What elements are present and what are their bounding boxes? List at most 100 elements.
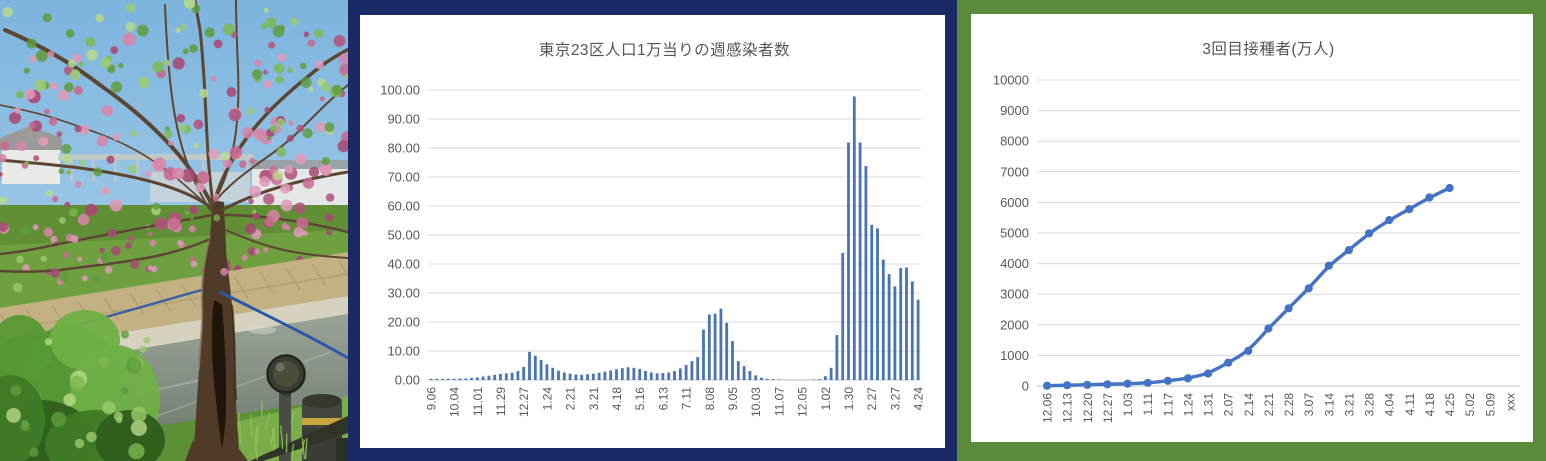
bar [760,377,763,380]
x-tick-label: 4.25 [1443,393,1457,417]
bar [829,367,833,380]
bar [748,371,752,380]
data-point [1284,304,1293,313]
y-tick-label: 80.00 [387,141,420,156]
bar [690,361,694,380]
bar [725,322,729,380]
x-tick-label: 12.06 [1041,393,1055,423]
bar [615,369,618,380]
y-tick-label: 10000 [993,73,1029,88]
bar [696,357,700,380]
x-tick-label: 4.18 [1423,393,1437,417]
bar [736,361,740,380]
x-tick-label: 4.04 [1383,393,1397,417]
bar [881,259,885,380]
y-tick-label: 70.00 [387,170,420,185]
x-tick-label: 11.07 [772,387,786,416]
infection-bar-chart: 100.00 90.00 80.00 70.00 60.00 50.00 40.00 30.0… [380,83,925,418]
bar [504,373,508,380]
bar [446,378,450,380]
guy-cable-right [219,290,348,360]
leaves-mid [0,143,111,293]
bar [435,378,439,380]
bar [719,308,723,380]
bar [562,372,566,380]
data-point [1445,183,1454,193]
x-tick-label: 6.13 [656,387,670,411]
x-tick-label: 11.29 [494,387,508,416]
bars [429,96,920,380]
x-tick-label: 11.01 [471,387,485,416]
bar [487,375,491,380]
booster-line-chart: 1000090008000700060005000400030002000100… [993,73,1520,423]
bar [667,372,671,380]
bar [516,371,520,380]
bar [684,364,688,380]
infection-chart-panel: 東京23区人口1万当りの週感染者数 100.00 90.00 80.00 70.00 6… [348,0,957,461]
bar [678,368,682,380]
x-tick-label: xxx [1503,393,1517,411]
x-tick-label: 1.24 [540,387,554,411]
bar [609,370,613,380]
gridlines [428,89,921,381]
x-tick-label: 3.21 [587,387,601,411]
bar [458,378,462,380]
x-tick-label: 1.03 [1121,393,1135,417]
data-point [1183,374,1192,383]
bar [597,372,601,380]
x-tick-label: 12.05 [796,387,810,417]
bar [638,368,642,380]
bar [522,366,526,380]
bar [586,374,589,380]
bar [835,335,839,380]
booster-chart-panel: 3回目接種者(万人) 10000 9000 8000 7000 6000 5000 4000… [957,0,1546,461]
bar [574,374,578,380]
y-tick-label: 0.00 [395,373,420,388]
x-tick-label: 9.06 [424,387,438,411]
bar [742,366,746,380]
bar [771,379,775,380]
bar [481,376,485,380]
bar [452,378,456,380]
data-point [1043,381,1052,390]
y-axis-labels: 100.00 90.00 80.00 70.00 60.00 50.00 40.00 30.0… [380,83,420,388]
bar [661,373,665,380]
bar [754,375,758,380]
bar [818,379,821,380]
data-point [1123,379,1132,388]
blossom-canopy [0,31,348,236]
y-tick-label: 4000 [1000,256,1029,271]
x-tick-label: 5.16 [633,387,647,411]
bar [864,165,868,380]
bar [429,378,433,380]
bar [713,313,717,380]
y-tick-label: 10.00 [387,344,420,359]
bar [655,373,659,380]
x-tick-label: 10.04 [448,387,462,417]
bar [603,371,607,380]
gridlines [1037,79,1520,387]
bar [580,374,584,380]
data-point [1405,205,1414,214]
x-tick-label: 12.20 [1081,393,1095,423]
bar [916,299,920,380]
y-tick-label: 2000 [1000,317,1029,332]
x-tick-label: 7.11 [680,387,694,410]
x-tick-label: 2.28 [1282,393,1296,417]
bar [441,378,444,380]
data-point [1224,358,1233,367]
bar [464,378,468,380]
x-tick-label: 12.27 [517,387,531,417]
x-tick-label: 12.13 [1061,393,1075,423]
bar [557,370,560,380]
bar [876,228,879,380]
x-tick-label: 1.31 [1202,393,1216,417]
bar [644,371,647,380]
bar [528,351,531,380]
x-tick-label: 8.08 [703,387,717,411]
x-tick-label: 2.14 [1242,393,1256,417]
booster-chart-canvas: 3回目接種者(万人) 10000 9000 8000 7000 6000 5000 4000… [971,14,1533,442]
x-tick-label: 5.02 [1463,393,1477,417]
bar [591,373,595,380]
